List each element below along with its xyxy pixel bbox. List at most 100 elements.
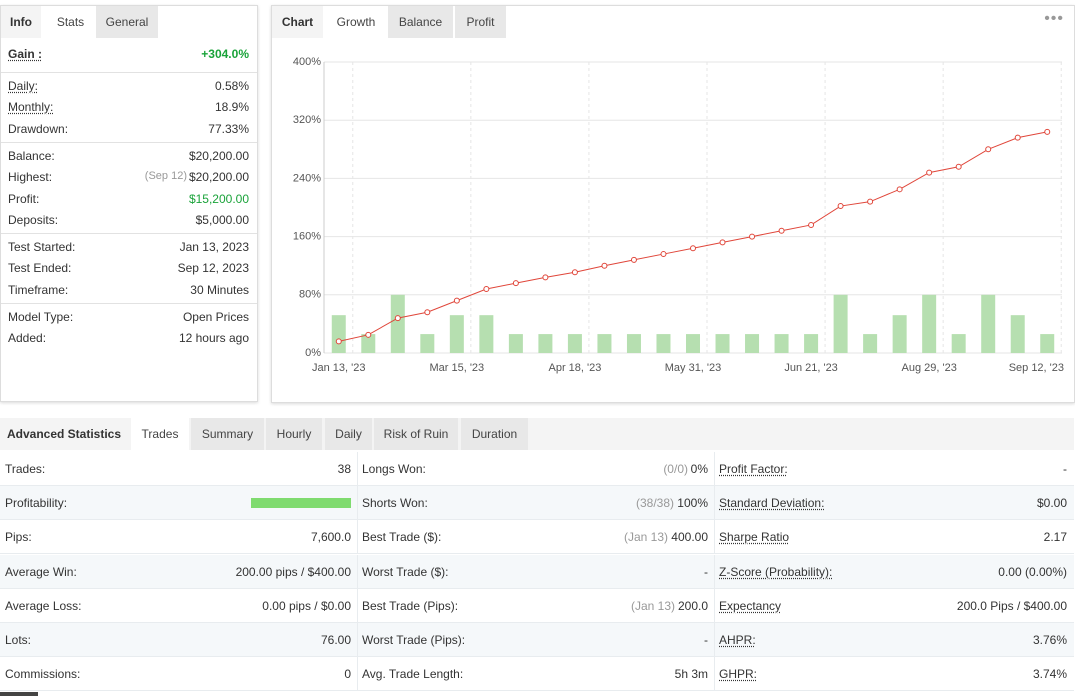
stat-value: 30 Minutes	[190, 282, 249, 297]
bar	[331, 315, 346, 353]
point	[424, 309, 431, 316]
y-tick-label: 160%	[293, 231, 321, 243]
point	[1044, 128, 1051, 135]
table-row	[0, 657, 1074, 692]
bar	[656, 334, 671, 353]
stat-label: Z-Score (Probability):	[719, 564, 833, 579]
bar	[745, 334, 760, 353]
stat-note: (0/0)	[663, 462, 688, 476]
tab[interactable]: General	[96, 6, 158, 38]
stat-value: -	[704, 633, 708, 647]
stat-value: $5,000.00	[195, 212, 249, 227]
stat-value: 5h 3m	[674, 667, 708, 682]
stat-label: Timeframe:	[8, 282, 69, 297]
bar	[892, 315, 907, 353]
menu-icon[interactable]: •••	[1044, 10, 1064, 27]
stat-label: Test Ended:	[8, 261, 72, 276]
stat-value: 18.9%	[214, 100, 249, 115]
bar	[833, 294, 848, 353]
bar	[420, 334, 435, 353]
bar	[626, 334, 641, 353]
stat-value: $20,200.00	[188, 148, 249, 163]
point	[926, 169, 933, 176]
tab[interactable]: Duration	[461, 418, 528, 450]
tab: Advanced Statistics	[0, 418, 128, 450]
stat-value: -	[1063, 462, 1067, 476]
stat-label: Gain :	[8, 47, 43, 61]
stat-value: 2.17	[1043, 530, 1067, 545]
stat-value: -	[704, 564, 708, 579]
stat-label: Expectancy	[719, 598, 782, 613]
stat-label: Model Type:	[8, 310, 74, 324]
scrollbar[interactable]	[0, 692, 38, 696]
stat-value: Jan 13, 2023	[179, 240, 249, 255]
y-tick-label: 240%	[293, 172, 321, 184]
point	[660, 251, 667, 258]
point	[394, 315, 401, 322]
column-divider	[357, 520, 358, 554]
stat-label: Added:	[8, 331, 47, 346]
stat-value: Sep 12, 2023	[177, 261, 249, 276]
stat-label: Balance:	[8, 148, 55, 163]
stat-label: AHPR:	[719, 633, 756, 647]
stat-note: (Jan 13)	[623, 530, 668, 545]
point	[365, 331, 372, 338]
table-row	[0, 486, 1074, 521]
bar	[597, 334, 612, 353]
bar	[774, 334, 789, 353]
bar	[1010, 315, 1025, 353]
tab[interactable]: Profit	[455, 6, 506, 38]
stat-label: Lots:	[5, 633, 32, 647]
stat-label: Test Started:	[8, 240, 76, 255]
progress-bar	[251, 498, 351, 509]
column-divider	[357, 452, 358, 485]
stat-label: Monthly:	[8, 100, 54, 115]
point	[955, 163, 962, 170]
tab[interactable]: Stats	[47, 6, 94, 38]
point	[630, 256, 637, 263]
point	[453, 297, 460, 304]
column-divider	[714, 623, 715, 656]
stat-value: +304.0%	[201, 47, 249, 61]
bar	[361, 334, 376, 353]
point	[483, 285, 490, 292]
y-tick-label: 80%	[299, 289, 321, 301]
separator	[1, 72, 257, 73]
column-divider	[357, 623, 358, 656]
stat-label: Average Loss:	[5, 598, 82, 613]
stat-label: Worst Trade ($):	[362, 564, 449, 579]
stat-label: Best Trade ($):	[362, 530, 442, 545]
stat-value: $15,200.00	[188, 191, 249, 206]
stat-value: 38	[337, 462, 351, 476]
stat-label: Drawdown:	[8, 121, 69, 136]
point	[837, 203, 844, 210]
stat-label: Shorts Won:	[362, 496, 428, 511]
table-row	[0, 520, 1074, 555]
x-tick-label: Aug 29, '23	[902, 362, 957, 374]
y-tick-label: 400%	[293, 56, 321, 68]
stat-label: Pips:	[5, 530, 32, 545]
point	[512, 280, 519, 287]
stat-label: Average Win:	[5, 564, 77, 579]
stat-label: Best Trade (Pips):	[362, 598, 459, 613]
bar	[1040, 334, 1055, 353]
x-tick-label: Sep 12, '23	[1009, 362, 1064, 374]
table-row	[0, 554, 1074, 589]
bar	[538, 334, 553, 353]
stat-note: (Sep 12)	[144, 170, 187, 183]
tab[interactable]: Growth	[326, 6, 386, 38]
stat-value: 3.76%	[1032, 633, 1067, 647]
tab[interactable]: Hourly	[266, 418, 322, 450]
stat-value: 3.74%	[1032, 667, 1067, 682]
stat-value: 200.0	[677, 598, 708, 613]
tab[interactable]: Risk of Ruin	[374, 418, 458, 450]
column-divider	[714, 554, 715, 588]
tab[interactable]: Daily	[325, 418, 372, 450]
tab[interactable]: Summary	[191, 418, 264, 450]
tab[interactable]: Trades	[131, 418, 189, 450]
stat-label: Profit Factor:	[719, 462, 788, 476]
tab[interactable]: Balance	[388, 6, 453, 38]
stat-value: 0.00 (0.00%)	[998, 564, 1067, 579]
stat-label: Standard Deviation:	[719, 496, 825, 511]
